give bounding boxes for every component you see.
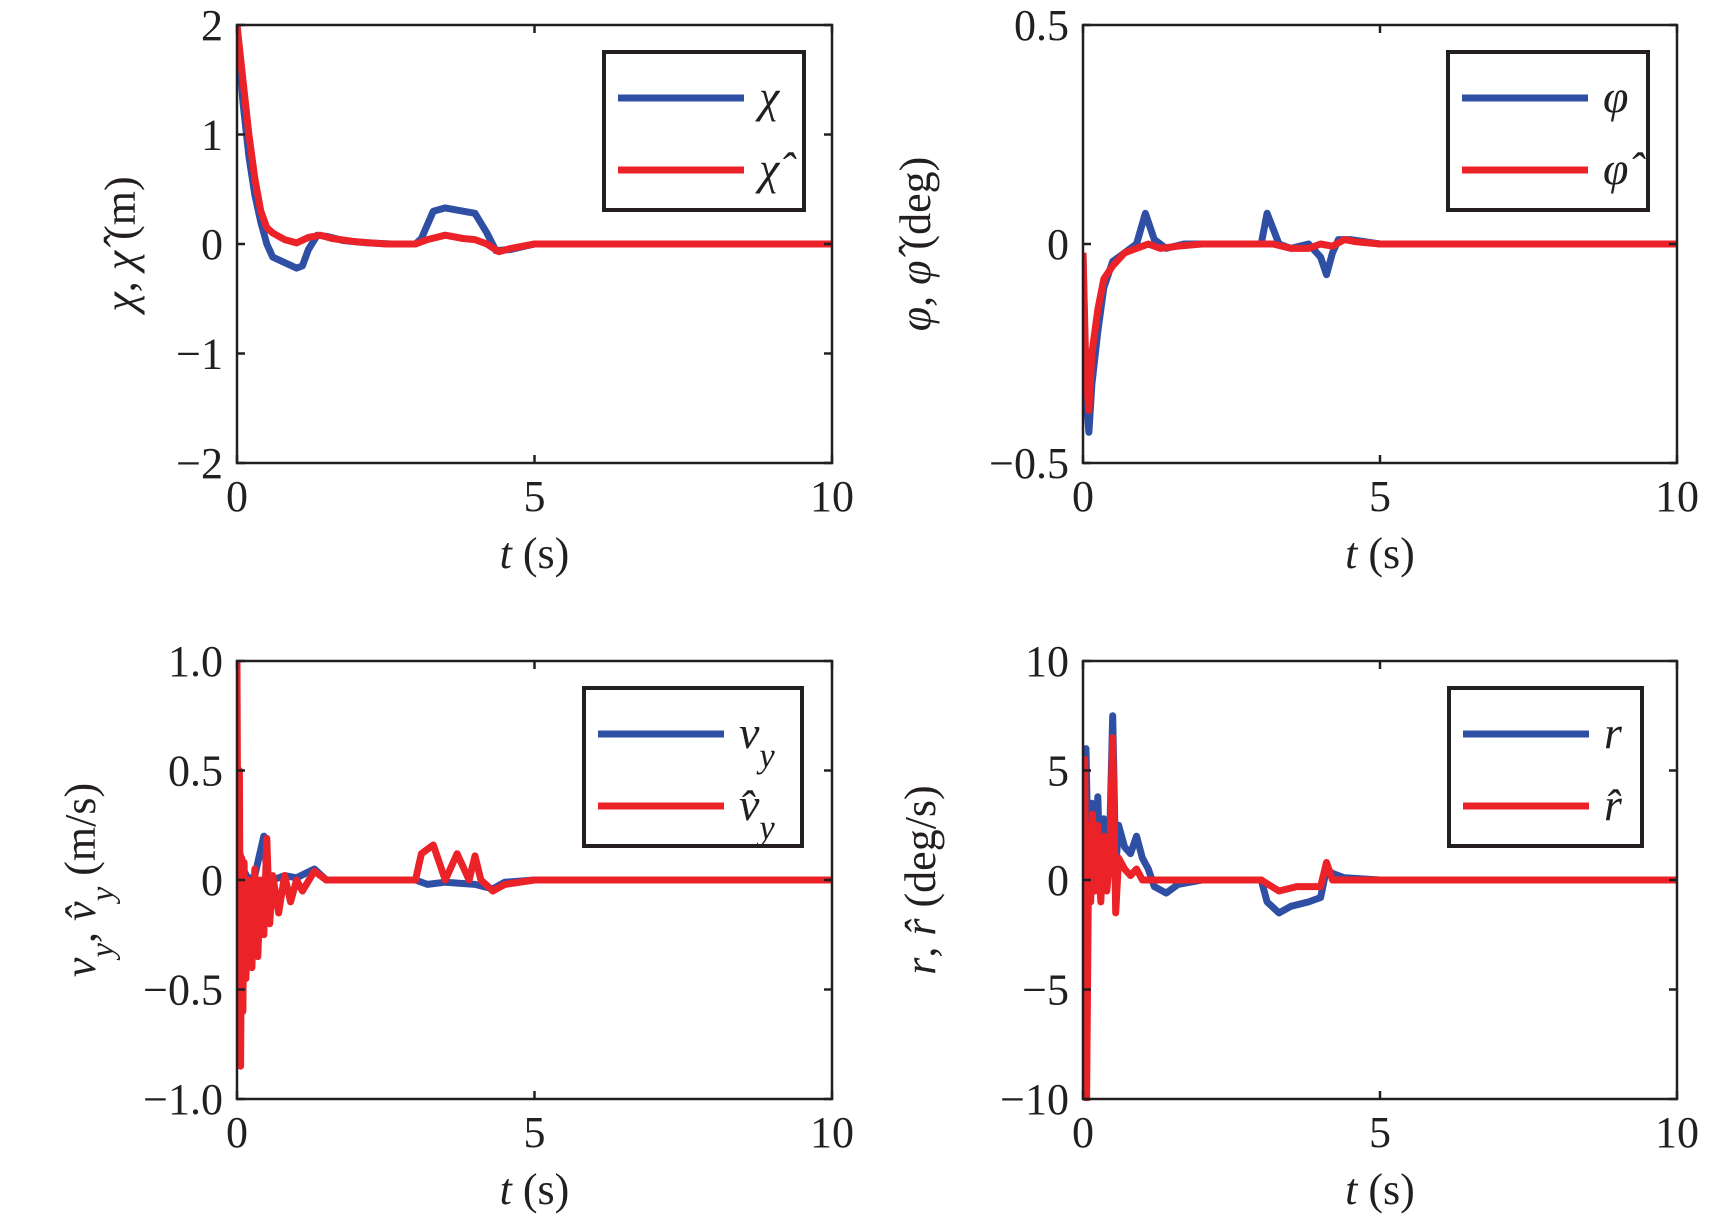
legend-box xyxy=(1447,686,1644,848)
series-line-estimated xyxy=(1083,236,1677,414)
y-tick-label: 10 xyxy=(1025,637,1069,686)
y-tick-label: 1 xyxy=(201,111,223,160)
x-axis-label: t (s) xyxy=(500,529,570,578)
x-tick-label: 0 xyxy=(1072,472,1094,521)
x-tick-label: 5 xyxy=(1369,472,1391,521)
y-tick-label: −10 xyxy=(1000,1075,1069,1124)
legend-label: r xyxy=(1604,707,1623,758)
x-tick-label: 0 xyxy=(226,1108,248,1157)
legend: χχ̂ xyxy=(602,50,806,212)
x-tick-label: 0 xyxy=(1072,1108,1094,1157)
x-tick-label: 10 xyxy=(810,472,854,521)
x-tick-label: 10 xyxy=(1655,1108,1699,1157)
series-line-estimated xyxy=(1083,734,1677,1101)
y-tick-label: 1.0 xyxy=(168,637,223,686)
legend: φφ̂ xyxy=(1446,50,1650,212)
x-axis-label: t (s) xyxy=(1345,529,1415,578)
subplot-r: 0 5 10 −10 −5 0 5 10 t (s) r, r̂ (deg/s) r r̂ xyxy=(896,637,1699,1214)
y-tick-label: 0.5 xyxy=(1014,1,1069,50)
y-tick-label: 0.5 xyxy=(168,747,223,796)
subplot-chi: 0 5 10 −2 −1 0 1 2 t (s) χ, χ̂ (m) χχ̂ xyxy=(96,1,854,578)
y-tick-label: −5 xyxy=(1022,966,1069,1015)
x-tick-label: 5 xyxy=(524,1108,546,1157)
y-tick-label: 5 xyxy=(1047,747,1069,796)
y-axis-label: vy, v̂y (m/s) xyxy=(56,783,121,977)
legend-label: r̂ xyxy=(1604,779,1623,830)
y-tick-label: 0 xyxy=(1047,856,1069,905)
legend: r r̂ xyxy=(1447,686,1644,848)
y-tick-label: 0 xyxy=(1047,220,1069,269)
x-tick-label: 5 xyxy=(1369,1108,1391,1157)
x-tick-label: 5 xyxy=(524,472,546,521)
legend-label: vy xyxy=(739,707,775,775)
y-axis-label: φ, φ̂ (deg) xyxy=(891,157,940,332)
y-tick-label: −2 xyxy=(176,439,223,488)
x-axis-label: t (s) xyxy=(500,1165,570,1214)
y-tick-label: −1 xyxy=(176,330,223,379)
x-tick-label: 0 xyxy=(226,472,248,521)
x-tick-label: 10 xyxy=(810,1108,854,1157)
y-tick-label: −0.5 xyxy=(143,966,223,1015)
y-tick-label: −0.5 xyxy=(989,439,1069,488)
legend-label: φ xyxy=(1603,71,1628,122)
y-tick-label: 2 xyxy=(201,1,223,50)
series-line-estimated xyxy=(237,24,832,256)
legend-label: χ xyxy=(755,71,781,122)
y-tick-label: −1.0 xyxy=(143,1075,223,1124)
legend: vy v̂y xyxy=(582,686,804,848)
y-axis-label: χ, χ̂ (m) xyxy=(96,176,145,315)
y-tick-label: 0 xyxy=(201,856,223,905)
subplot-vy: 0 5 10 −1.0 −0.5 0 0.5 1.0 t (s) vy, v̂y (m/s) vyv… xyxy=(56,637,854,1214)
subplot-phi: 0 5 10−0.500.5t (s)φ, φ̂ (deg)φφ̂ xyxy=(891,1,1699,578)
y-tick-label: 0 xyxy=(201,220,223,269)
legend-label: v̂y xyxy=(739,779,775,847)
series-line-estimated xyxy=(237,660,832,1070)
legend-box xyxy=(1446,50,1650,212)
x-tick-label: 10 xyxy=(1655,472,1699,521)
legend-box xyxy=(582,686,804,848)
y-axis-label: r, r̂ (deg/s) xyxy=(896,785,945,974)
x-axis-label: t (s) xyxy=(1345,1165,1415,1214)
legend-box xyxy=(602,50,806,212)
